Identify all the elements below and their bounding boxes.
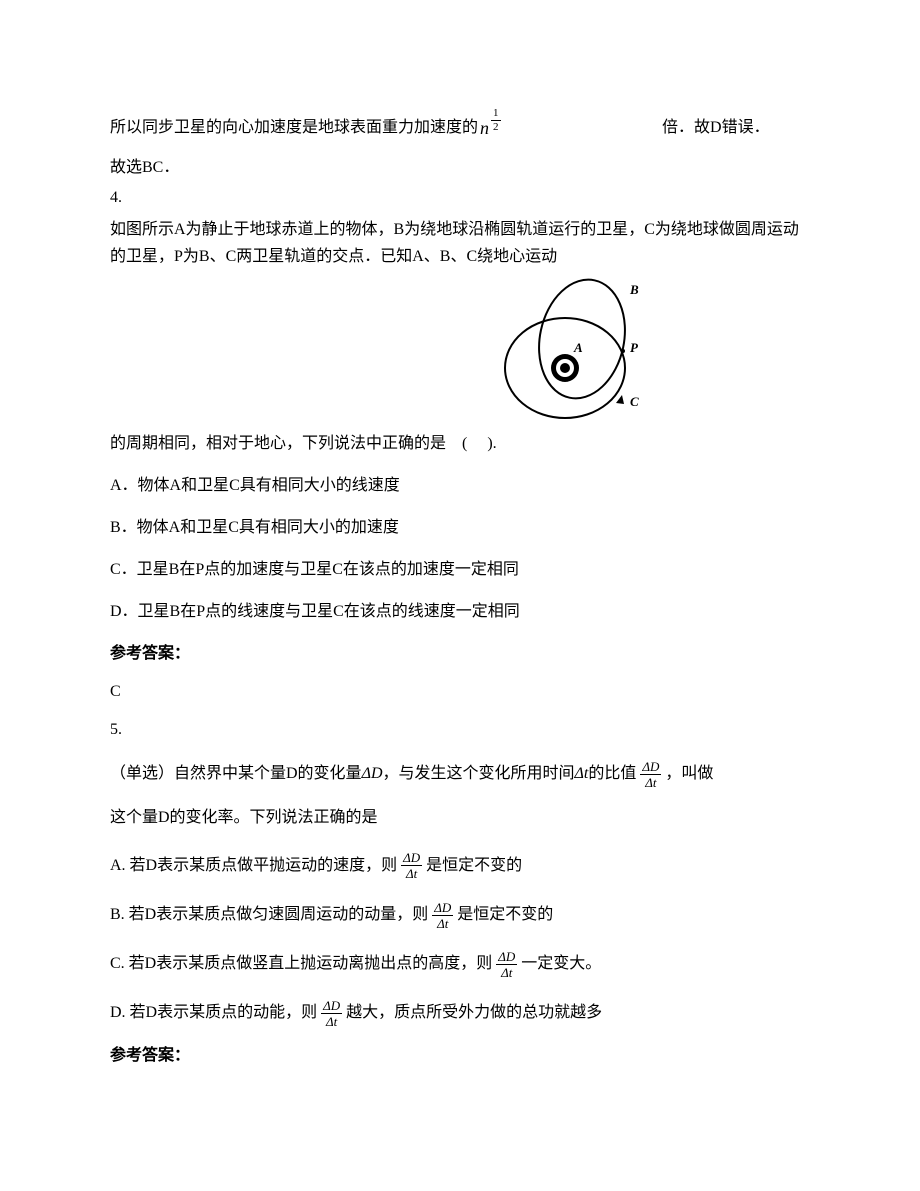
prev-explain-line2: 故选BC．: [110, 156, 810, 180]
q5-option-c: C. 若D表示某质点做竖直上抛运动离抛出点的高度，则 ΔD Δt 一定变大。: [110, 946, 810, 981]
q4-option-b: B．物体A和卫星C具有相同大小的加速度: [110, 516, 810, 540]
svg-text:C: C: [630, 394, 639, 409]
q4-number: 4.: [110, 186, 810, 210]
q4-orbit-diagram: A B P C: [490, 276, 660, 426]
q5-answer-label: 参考答案：: [110, 1044, 810, 1068]
q4-stem2: 的周期相同，相对于地心，下列说法中正确的是 ( ).: [110, 432, 810, 456]
prev-line1-pre: 所以同步卫星的向心加速度是地球表面重力加速度的: [110, 116, 478, 140]
prev-explain-line1: 所以同步卫星的向心加速度是地球表面重力加速度的 n 1 2 倍．故D错误．: [110, 114, 810, 142]
frac-dd-dt-d: ΔD Δt: [321, 999, 342, 1028]
q5-option-a: A. 若D表示某质点做平抛运动的速度，则 ΔD Δt 是恒定不变的: [110, 848, 810, 883]
svg-text:A: A: [573, 340, 583, 355]
svg-text:P: P: [630, 340, 639, 355]
frac-dd-dt-stem: ΔD Δt: [640, 760, 661, 789]
svg-text:B: B: [629, 282, 639, 297]
q4-option-c: C．卫星B在P点的加速度与卫星C在该点的加速度一定相同: [110, 558, 810, 582]
q4-answer-label: 参考答案：: [110, 642, 810, 666]
q4-option-d: D．卫星B在P点的线速度与卫星C在该点的线速度一定相同: [110, 600, 810, 624]
q5-number: 5.: [110, 718, 810, 742]
q4-stem1: 如图所示A为静止于地球赤道上的物体，B为绕地球沿椭圆轨道运行的卫星，C为绕地球做…: [110, 216, 810, 270]
q5-option-d: D. 若D表示某质点的动能，则 ΔD Δt 越大，质点所受外力做的总功就越多: [110, 995, 810, 1030]
q5-stem-line1: （单选）自然界中某个量D的变化量ΔD，与发生这个变化所用时间Δt的比值 ΔD Δ…: [110, 756, 810, 791]
frac-dd-dt-c: ΔD Δt: [496, 950, 517, 979]
prev-line1-post: 倍．故D错误．: [662, 116, 770, 140]
q5-stem-line2: 这个量D的变化率。下列说法正确的是: [110, 806, 810, 830]
frac-dd-dt-a: ΔD Δt: [401, 851, 422, 880]
q4-option-a: A．物体A和卫星C具有相同大小的线速度: [110, 474, 810, 498]
n-exponent: n 1 2: [480, 114, 498, 142]
frac-dd-dt-b: ΔD Δt: [432, 901, 453, 930]
q4-answer: C: [110, 680, 810, 704]
q5-option-b: B. 若D表示某质点做匀速圆周运动的动量，则 ΔD Δt 是恒定不变的: [110, 897, 810, 932]
